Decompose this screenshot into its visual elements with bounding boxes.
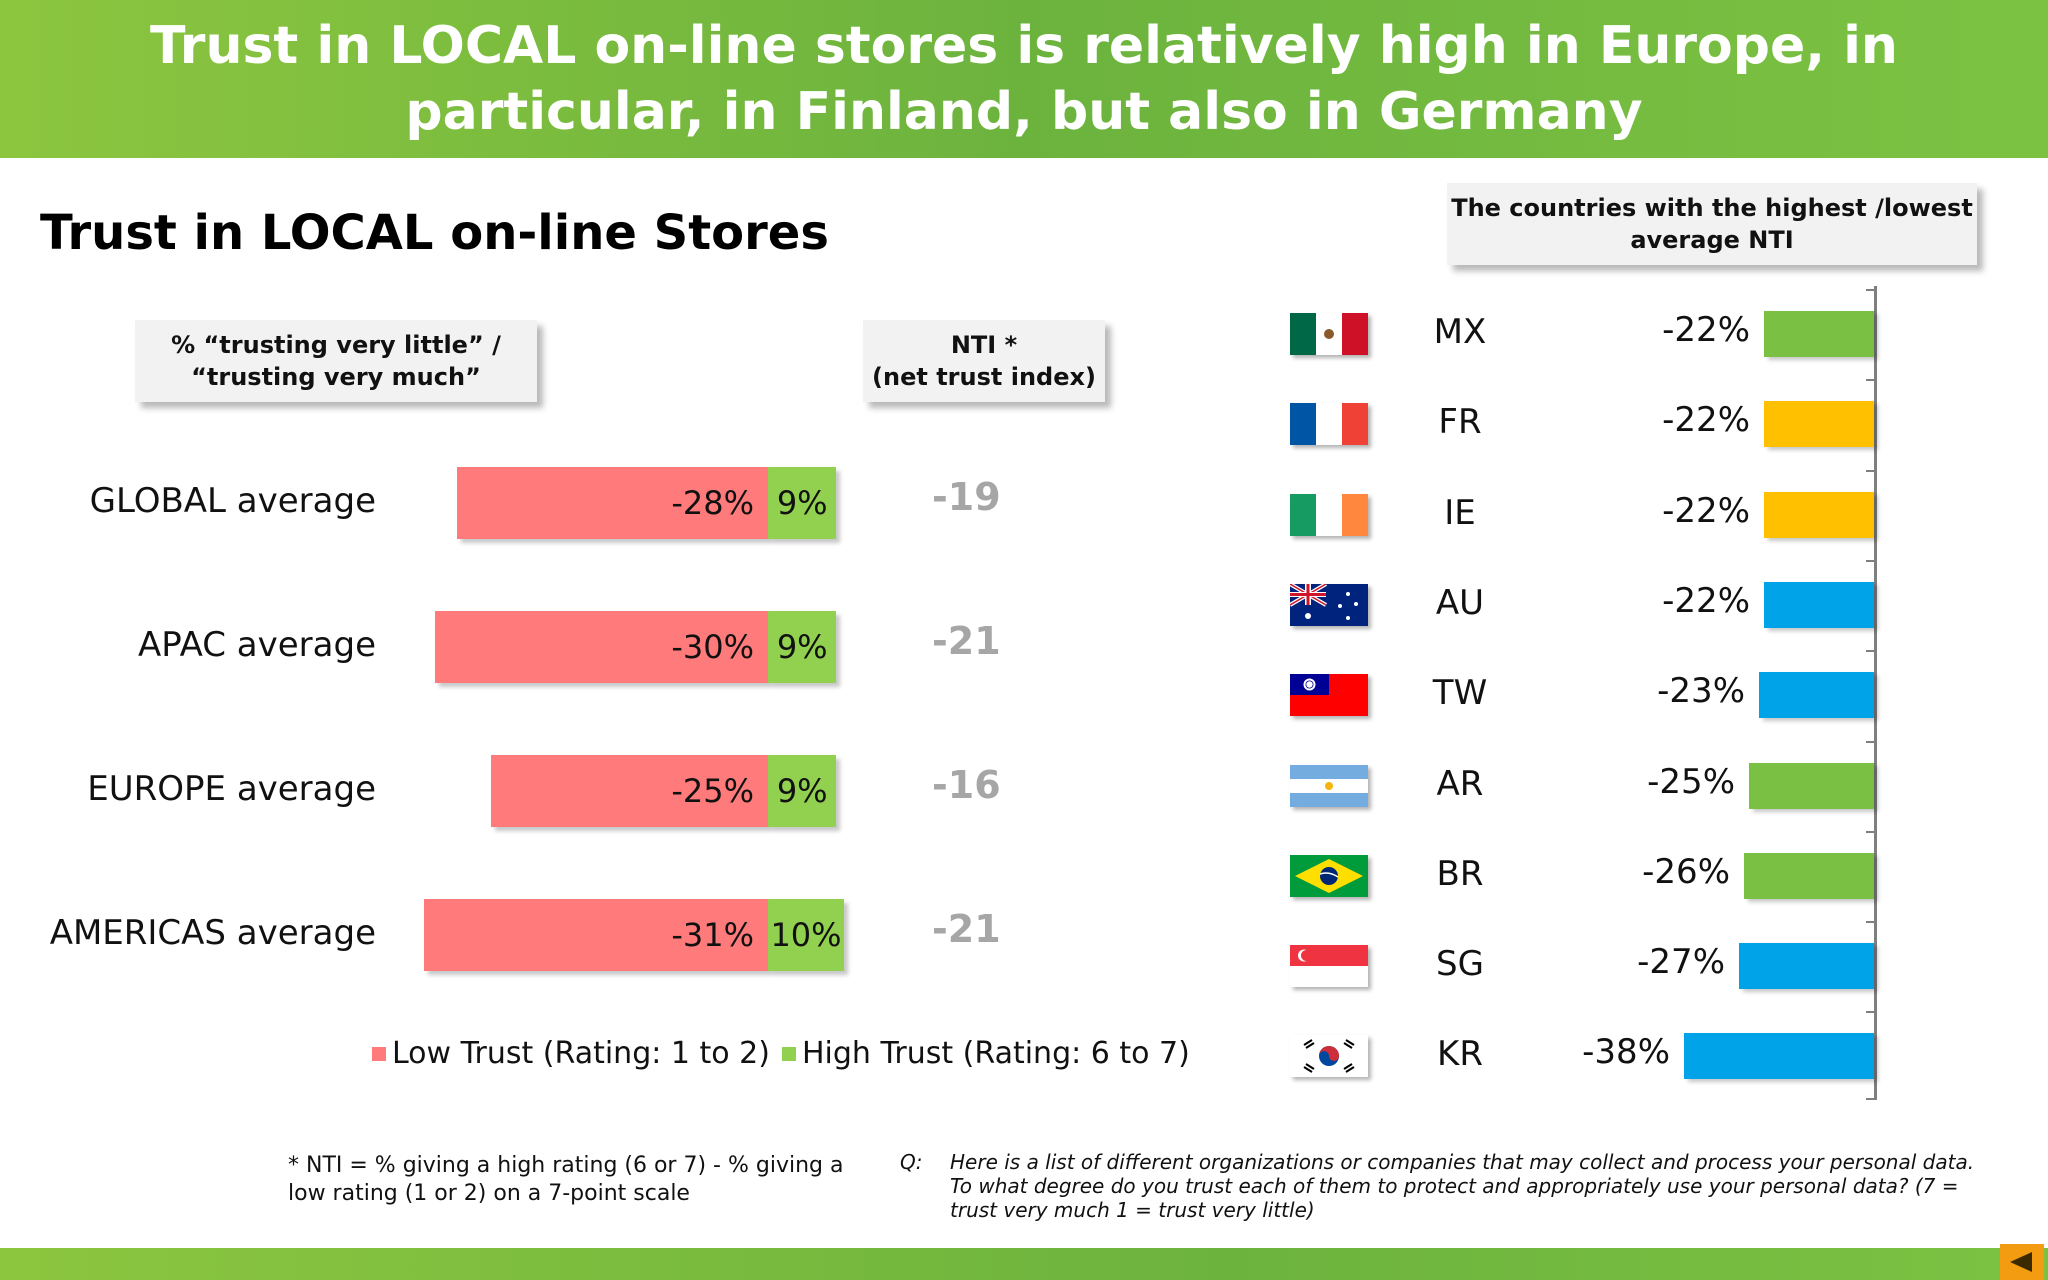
question-label: Q:	[900, 1150, 923, 1174]
singapore-flag-icon	[1290, 945, 1368, 988]
country-nti-bar-tw	[1759, 672, 1874, 719]
row-label-americas-average: AMERICAS average	[49, 913, 376, 953]
country-nti-value-kr: -38%	[1582, 1032, 1670, 1073]
country-nti-value-ar: -25%	[1647, 761, 1735, 802]
country-ranking-header-line2: average NTI	[1630, 226, 1794, 254]
nti-header-box: NTI * (net trust index)	[863, 320, 1105, 402]
trust-percent-header-line1: % “trusting very little” /	[171, 331, 501, 359]
legend-high-swatch	[782, 1046, 796, 1061]
country-nti-value-br: -26%	[1642, 851, 1730, 892]
axis-tick	[1866, 379, 1877, 382]
axis-tick	[1866, 830, 1877, 833]
row-label-apac-average: APAC average	[138, 625, 376, 665]
previous-slide-arrow-icon[interactable]	[2000, 1244, 2044, 1280]
country-nti-value-sg: -27%	[1637, 942, 1725, 983]
high-trust-bar: 10%	[768, 899, 844, 971]
nti-value: -21	[932, 907, 1001, 951]
country-nti-bar-ar	[1749, 762, 1874, 809]
high-trust-label: 10%	[770, 916, 842, 954]
nti-header-line1: NTI *	[950, 331, 1018, 359]
low-trust-bar: -25%	[490, 755, 768, 827]
country-nti-value-mx: -22%	[1662, 310, 1750, 350]
question-text: Here is a list of different organization…	[950, 1150, 1975, 1222]
nti-footnote: * NTI = % giving a high rating (6 or 7) …	[288, 1153, 844, 1206]
section-title: Trust in LOCAL on-line Stores	[40, 205, 829, 261]
axis-tick	[1866, 1011, 1877, 1014]
high-trust-label: 9%	[776, 484, 828, 522]
country-nti-bar-br	[1744, 852, 1874, 899]
country-nti-bar-au	[1764, 581, 1874, 628]
country-nti-bar-kr	[1684, 1033, 1874, 1080]
country-nti-bar-mx	[1764, 311, 1874, 357]
high-trust-label: 9%	[776, 628, 828, 666]
legend-high-label: High Trust (Rating: 6 to 7)	[802, 1036, 1190, 1071]
country-code-ie: IE	[1444, 492, 1476, 533]
legend-low-swatch	[372, 1046, 386, 1061]
trust-percent-header-box: % “trusting very little” / “trusting ver…	[135, 320, 537, 402]
axis-tick	[1866, 921, 1877, 924]
country-nti-bar-sg	[1739, 943, 1874, 990]
page-title: Trust in LOCAL on-line stores is relativ…	[150, 16, 1898, 142]
country-code-br: BR	[1436, 853, 1484, 894]
legend-low-trust: Low Trust (Rating: 1 to 2)	[372, 1036, 770, 1071]
country-ranking-header-line1: The countries with the highest /lowest	[1451, 194, 1973, 222]
high-trust-bar: 9%	[768, 467, 837, 539]
footer-bar	[0, 1248, 2048, 1280]
axis-tick	[1866, 650, 1877, 653]
low-trust-label: -30%	[671, 628, 754, 666]
ireland-flag-icon	[1290, 493, 1368, 536]
country-code-ar: AR	[1436, 763, 1484, 804]
country-code-mx: MX	[1433, 312, 1487, 352]
trust-percent-header-line2: “trusting very much”	[191, 363, 481, 391]
row-label-global-average: GLOBAL average	[89, 481, 376, 521]
country-code-sg: SG	[1436, 944, 1484, 985]
country-code-fr: FR	[1438, 402, 1482, 443]
low-trust-bar: -30%	[435, 611, 768, 683]
country-chart-axis	[1874, 286, 1877, 1100]
brazil-flag-icon	[1290, 854, 1368, 897]
country-code-kr: KR	[1437, 1034, 1483, 1075]
south-korea-flag-icon	[1290, 1035, 1368, 1078]
france-flag-icon	[1290, 403, 1368, 446]
low-trust-bar: -28%	[457, 467, 768, 539]
country-nti-value-tw: -23%	[1657, 671, 1745, 712]
nti-value: -19	[932, 475, 1001, 519]
low-trust-label: -31%	[671, 916, 754, 954]
axis-tick	[1866, 289, 1877, 291]
country-ranking-header-box: The countries with the highest /lowest a…	[1447, 183, 1977, 265]
nti-header-line2: (net trust index)	[872, 363, 1096, 391]
header-banner: Trust in LOCAL on-line stores is relativ…	[0, 0, 2048, 158]
nti-value: -21	[932, 619, 1001, 663]
taiwan-flag-icon	[1290, 674, 1368, 717]
legend-high-trust: High Trust (Rating: 6 to 7)	[782, 1036, 1190, 1071]
high-trust-label: 9%	[776, 772, 828, 810]
axis-tick	[1866, 559, 1877, 562]
country-code-tw: TW	[1432, 673, 1488, 714]
low-trust-bar: -31%	[423, 899, 768, 971]
low-trust-label: -28%	[671, 484, 754, 522]
axis-tick	[1866, 1098, 1877, 1100]
country-nti-value-ie: -22%	[1662, 490, 1750, 531]
argentina-flag-icon	[1290, 764, 1368, 807]
country-nti-value-au: -22%	[1662, 580, 1750, 621]
legend-low-label: Low Trust (Rating: 1 to 2)	[392, 1036, 770, 1071]
low-trust-label: -25%	[671, 772, 754, 810]
country-nti-value-fr: -22%	[1662, 400, 1750, 441]
axis-tick	[1866, 740, 1877, 743]
row-label-europe-average: EUROPE average	[87, 769, 376, 809]
mexico-flag-icon	[1290, 313, 1368, 355]
axis-tick	[1866, 469, 1877, 472]
australia-flag-icon	[1290, 583, 1368, 626]
country-nti-bar-ie	[1764, 491, 1874, 538]
high-trust-bar: 9%	[768, 755, 837, 827]
nti-value: -16	[932, 763, 1001, 807]
high-trust-bar: 9%	[768, 611, 837, 683]
country-code-au: AU	[1435, 582, 1485, 623]
country-nti-bar-fr	[1764, 401, 1874, 448]
